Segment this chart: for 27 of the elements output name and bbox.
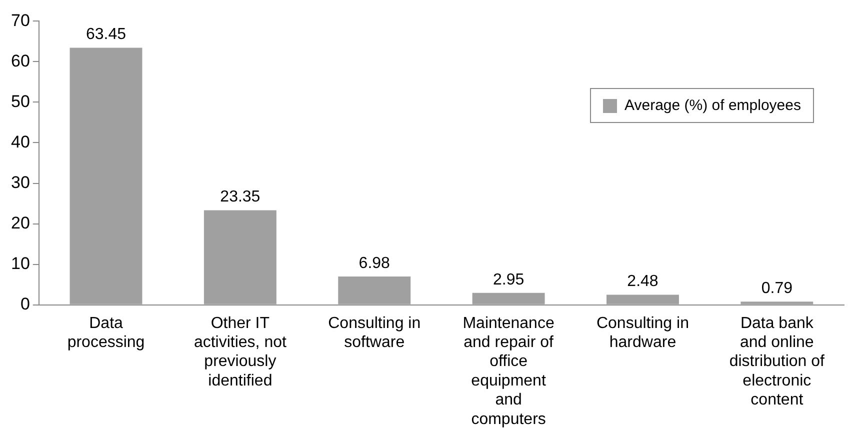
- x-tick-label: Maintenance and repair of office equipment and computers: [462, 314, 554, 428]
- data-label: 0.79: [761, 280, 793, 298]
- legend-label: Average (%) of employees: [624, 97, 801, 114]
- x-tick-label: Data bank and online distribution of electronic content: [729, 314, 826, 409]
- bar: [70, 48, 142, 304]
- bar: [472, 292, 545, 304]
- y-tick-label: 30: [10, 172, 30, 192]
- x-tick-label: Consulting in hardware: [596, 314, 689, 352]
- data-label: 2.48: [627, 273, 658, 290]
- y-tick-label: 50: [10, 92, 30, 111]
- data-label: 63.45: [86, 26, 126, 44]
- bar: [606, 294, 679, 304]
- x-tick-label: Consulting in software: [328, 314, 421, 352]
- x-tick-label: Other IT activities, not previously identified: [194, 314, 287, 390]
- bar: [204, 210, 276, 304]
- y-tick-label: 70: [10, 10, 30, 30]
- bar: [338, 276, 411, 304]
- data-label: 6.98: [358, 254, 390, 272]
- x-tick-label: Data processing: [67, 314, 145, 352]
- y-tick-label: 20: [10, 213, 30, 232]
- data-label: 2.95: [492, 271, 524, 288]
- data-label: 23.35: [220, 188, 260, 206]
- y-tick-label: 40: [10, 132, 30, 152]
- y-tick-label: 10: [10, 254, 30, 273]
- bar: [740, 302, 814, 304]
- y-tick-label: 0: [20, 294, 30, 314]
- y-tick-label: 60: [10, 51, 30, 70]
